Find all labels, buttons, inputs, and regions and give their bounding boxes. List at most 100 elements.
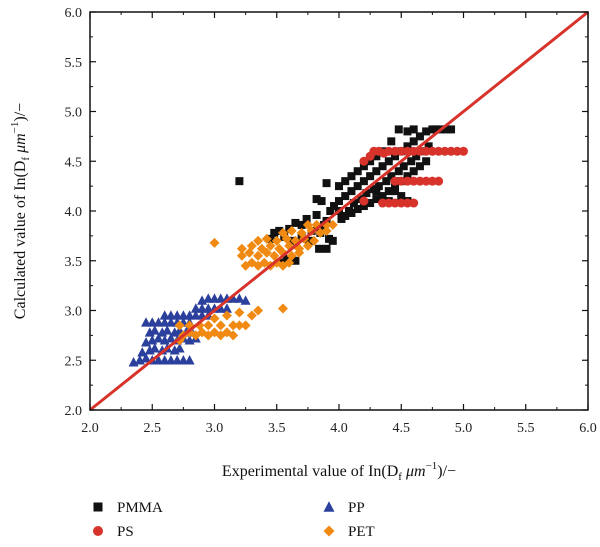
pmma-point [341, 177, 350, 186]
pmma-point [415, 132, 424, 141]
x-tick-label: 5.5 [517, 421, 535, 436]
pmma-point [291, 218, 300, 227]
pp-point [184, 355, 195, 365]
pp-point [221, 303, 232, 313]
pmma-point [403, 142, 412, 151]
pet-point [286, 250, 297, 261]
legend-label-pet: PET [348, 524, 375, 540]
pet-point [286, 225, 297, 236]
y-tick-label: 4.0 [65, 205, 83, 220]
legend-label-pmma: PMMA [117, 500, 163, 516]
pmma-point [326, 207, 335, 215]
series-pet [174, 219, 338, 346]
pmma-point [391, 187, 400, 196]
y-tick-label: 5.5 [65, 56, 83, 71]
pet-point [321, 225, 332, 236]
ps-point [396, 146, 406, 156]
ps-point [452, 146, 462, 156]
pet-point [234, 320, 245, 331]
pmma-point [372, 187, 381, 196]
ps-point [359, 196, 369, 206]
y-tick-label: 3.0 [65, 305, 83, 320]
legend-item-pp: PP [323, 500, 365, 516]
pmma-point [366, 199, 375, 208]
pet-point [274, 243, 285, 254]
x-tick-label: 3.0 [206, 421, 224, 436]
pmma-point [382, 177, 391, 186]
pmma-point [432, 125, 441, 134]
reference-line [89, 10, 589, 412]
pp-point [153, 333, 164, 343]
pmma-point [347, 187, 356, 196]
pmma-point [297, 220, 306, 229]
ps-point [396, 176, 406, 186]
pmma-point [366, 157, 375, 166]
pmma-point [403, 172, 412, 181]
pmma-point [341, 192, 350, 201]
pmma-point [328, 236, 337, 245]
ps-point [396, 198, 406, 208]
y-tick-label: 2.5 [65, 354, 83, 369]
ps-point [434, 146, 444, 156]
pmma-point [424, 142, 433, 151]
pmma-point [409, 167, 418, 176]
pmma-point [391, 182, 400, 191]
pet-point [209, 237, 220, 248]
legend-marker-pmma [93, 502, 103, 512]
pet-point [228, 320, 239, 331]
ps-point [415, 176, 425, 186]
ps-point [427, 176, 437, 186]
pmma-point [322, 244, 331, 253]
ps-point [459, 146, 468, 156]
pet-point [236, 250, 247, 261]
x-tick-label: 6.0 [579, 421, 597, 436]
ps-point [384, 198, 394, 208]
ps-point [402, 176, 412, 186]
pet-point [253, 250, 264, 261]
y-axis-title: Calculated value of In(Df μm−1)/− [9, 103, 32, 319]
ps-point [390, 146, 400, 156]
ps-point [446, 146, 456, 156]
pet-point [265, 240, 276, 251]
pmma-point [330, 202, 339, 211]
pmma-point [341, 211, 350, 220]
pet-point [277, 227, 288, 238]
x-tick-label: 4.5 [393, 421, 411, 436]
pet-point [246, 310, 257, 321]
ps-point [409, 176, 419, 186]
pmma-point [394, 125, 403, 134]
legend-label-pp: PP [348, 500, 365, 516]
pet-point [174, 320, 185, 331]
pmma-point [409, 125, 418, 134]
pmma-point [291, 256, 300, 265]
ps-point [378, 198, 388, 208]
pmma-point [442, 125, 451, 134]
x-tick-label: 2.0 [81, 421, 99, 436]
x-tick-label: 4.0 [330, 421, 348, 436]
pmma-point [399, 162, 408, 171]
pet-point [221, 310, 232, 321]
data-marks [128, 125, 468, 367]
pmma-point [312, 195, 321, 204]
ps-point [390, 198, 400, 208]
x-tick-label: 3.5 [268, 421, 286, 436]
ps-point [440, 146, 450, 156]
legend-item-pet: PET [323, 524, 375, 540]
pet-point [277, 303, 288, 314]
pmma-point [391, 152, 400, 161]
pmma-point [347, 172, 356, 181]
pmma-point [353, 167, 362, 176]
pet-point [327, 219, 338, 230]
ps-point [427, 146, 437, 156]
pmma-point [270, 228, 279, 237]
pp-point [240, 295, 251, 305]
pet-point [253, 235, 264, 246]
y-tick-label: 2.0 [65, 404, 83, 419]
legend-item-ps: PS [93, 524, 134, 540]
legend-marker-ps [93, 526, 103, 536]
pet-point [240, 320, 251, 331]
pet-point [271, 235, 282, 246]
y-tick-label: 3.5 [65, 255, 83, 270]
pet-point [256, 243, 267, 254]
